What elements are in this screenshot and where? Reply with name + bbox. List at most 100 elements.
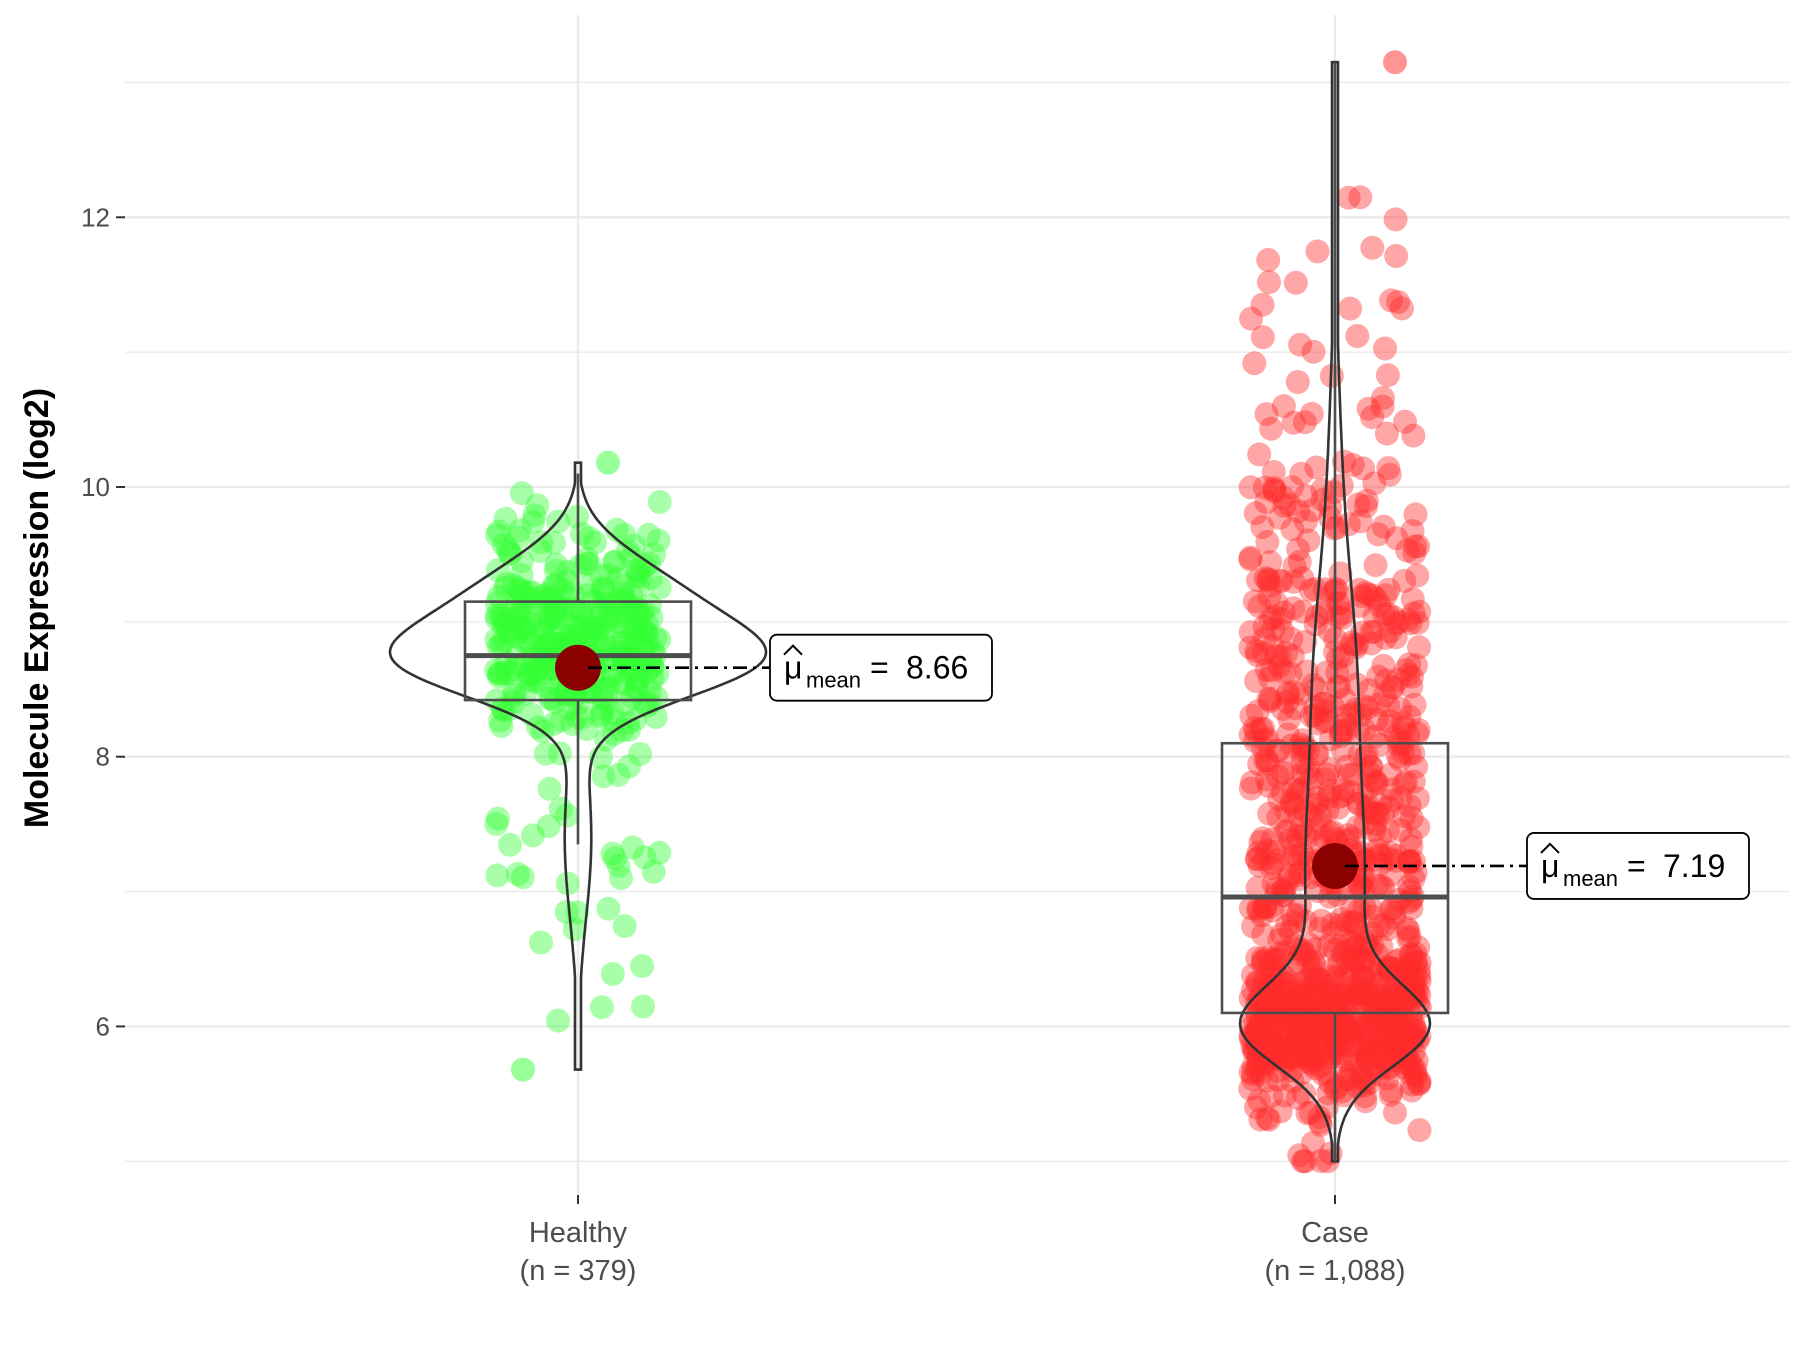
data-point — [1293, 1023, 1318, 1048]
data-point — [484, 658, 509, 683]
data-point — [602, 593, 627, 617]
data-point — [1249, 1047, 1274, 1072]
data-point — [644, 685, 669, 710]
data-point — [637, 593, 662, 618]
data-point — [1264, 643, 1289, 668]
data-point — [1374, 668, 1399, 693]
data-point — [1276, 722, 1300, 747]
data-point — [486, 634, 511, 659]
data-point — [1285, 949, 1310, 974]
data-point — [1295, 1031, 1320, 1056]
data-point — [596, 606, 621, 631]
data-point — [1242, 716, 1267, 741]
data-point — [1401, 769, 1426, 794]
data-point — [622, 632, 647, 657]
data-point — [1339, 958, 1363, 983]
data-point — [1392, 568, 1417, 593]
data-point — [1291, 1037, 1316, 1062]
data-point — [1280, 1069, 1305, 1094]
data-point — [1384, 1026, 1409, 1051]
mean-label-subscript: mean — [806, 668, 861, 693]
data-point — [1366, 692, 1391, 717]
data-point — [1407, 983, 1432, 1008]
data-point — [1260, 827, 1285, 852]
data-point — [1405, 1028, 1430, 1053]
data-point — [1348, 185, 1373, 210]
x-category-label: Case — [1301, 1217, 1369, 1249]
data-point — [1248, 1107, 1273, 1132]
data-point — [1393, 409, 1417, 434]
data-point — [1284, 1008, 1309, 1033]
data-point — [1280, 789, 1304, 814]
data-point — [1282, 843, 1307, 868]
data-point — [1342, 979, 1367, 1004]
data-point — [509, 563, 534, 587]
data-point — [1353, 1084, 1377, 1109]
data-point — [1275, 818, 1300, 843]
data-point — [1380, 1024, 1405, 1048]
data-point — [601, 550, 626, 575]
data-point — [1266, 946, 1291, 971]
data-point — [1240, 963, 1265, 988]
data-point — [1261, 871, 1286, 896]
data-point — [1334, 938, 1359, 963]
data-point — [1384, 244, 1409, 268]
data-point — [1238, 1016, 1263, 1041]
data-point — [1377, 462, 1402, 487]
data-point — [639, 605, 664, 630]
data-point — [1260, 1030, 1285, 1055]
data-point — [1380, 956, 1404, 981]
data-point — [1315, 596, 1340, 621]
data-point — [543, 690, 568, 714]
data-point — [498, 832, 522, 857]
jitter-points — [1238, 50, 1432, 1174]
data-point — [1341, 931, 1366, 956]
data-point — [1404, 1048, 1429, 1073]
data-point — [1358, 754, 1383, 779]
data-point — [1337, 1067, 1362, 1092]
data-point — [528, 539, 553, 564]
data-point — [1245, 699, 1270, 724]
data-point — [600, 707, 625, 732]
data-point — [1352, 1073, 1377, 1098]
data-point — [1332, 1083, 1357, 1108]
data-point — [618, 625, 643, 650]
data-point — [1259, 971, 1284, 996]
data-point — [501, 679, 526, 704]
data-point — [1340, 826, 1365, 851]
data-point — [1321, 1004, 1345, 1029]
data-point — [1280, 1011, 1305, 1036]
data-point — [1336, 185, 1361, 210]
data-point — [1259, 1084, 1284, 1109]
mean-label-box — [1526, 832, 1750, 900]
data-point — [1287, 778, 1311, 802]
data-point — [611, 580, 636, 605]
data-point — [1276, 680, 1301, 705]
data-point — [1238, 1026, 1263, 1050]
data-point — [1274, 756, 1299, 781]
data-point — [506, 653, 531, 678]
data-point — [1371, 514, 1396, 539]
data-point — [1344, 934, 1369, 959]
data-point — [1351, 456, 1376, 481]
data-point — [1281, 410, 1306, 435]
data-point — [1270, 980, 1295, 1005]
data-point — [1319, 980, 1344, 1005]
data-point — [1239, 306, 1264, 331]
data-point — [1330, 1079, 1355, 1104]
data-point — [1407, 963, 1432, 988]
data-point — [1407, 969, 1432, 994]
data-point — [1385, 1026, 1410, 1051]
data-point — [1264, 1032, 1289, 1057]
data-point — [1289, 984, 1314, 1009]
data-point — [1406, 992, 1431, 1017]
data-point — [1400, 519, 1425, 544]
data-point — [1370, 1046, 1395, 1071]
data-point — [1346, 1015, 1371, 1040]
data-point — [1287, 803, 1312, 828]
data-point — [1255, 727, 1280, 752]
data-point — [497, 542, 522, 566]
data-point — [1379, 1009, 1404, 1034]
data-point — [590, 697, 615, 722]
data-point — [1385, 1030, 1409, 1055]
